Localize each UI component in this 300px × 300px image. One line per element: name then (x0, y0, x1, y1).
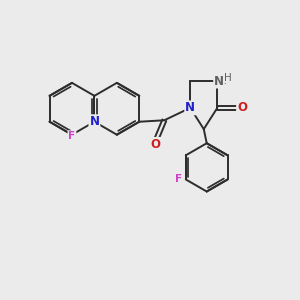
Text: O: O (237, 101, 247, 114)
Text: F: F (175, 174, 182, 184)
Text: H: H (219, 76, 226, 86)
Text: F: F (68, 131, 76, 141)
Text: N: N (214, 75, 224, 88)
Text: N: N (185, 101, 195, 114)
Text: H: H (224, 73, 232, 83)
Text: O: O (151, 138, 160, 151)
Text: N: N (89, 115, 99, 128)
